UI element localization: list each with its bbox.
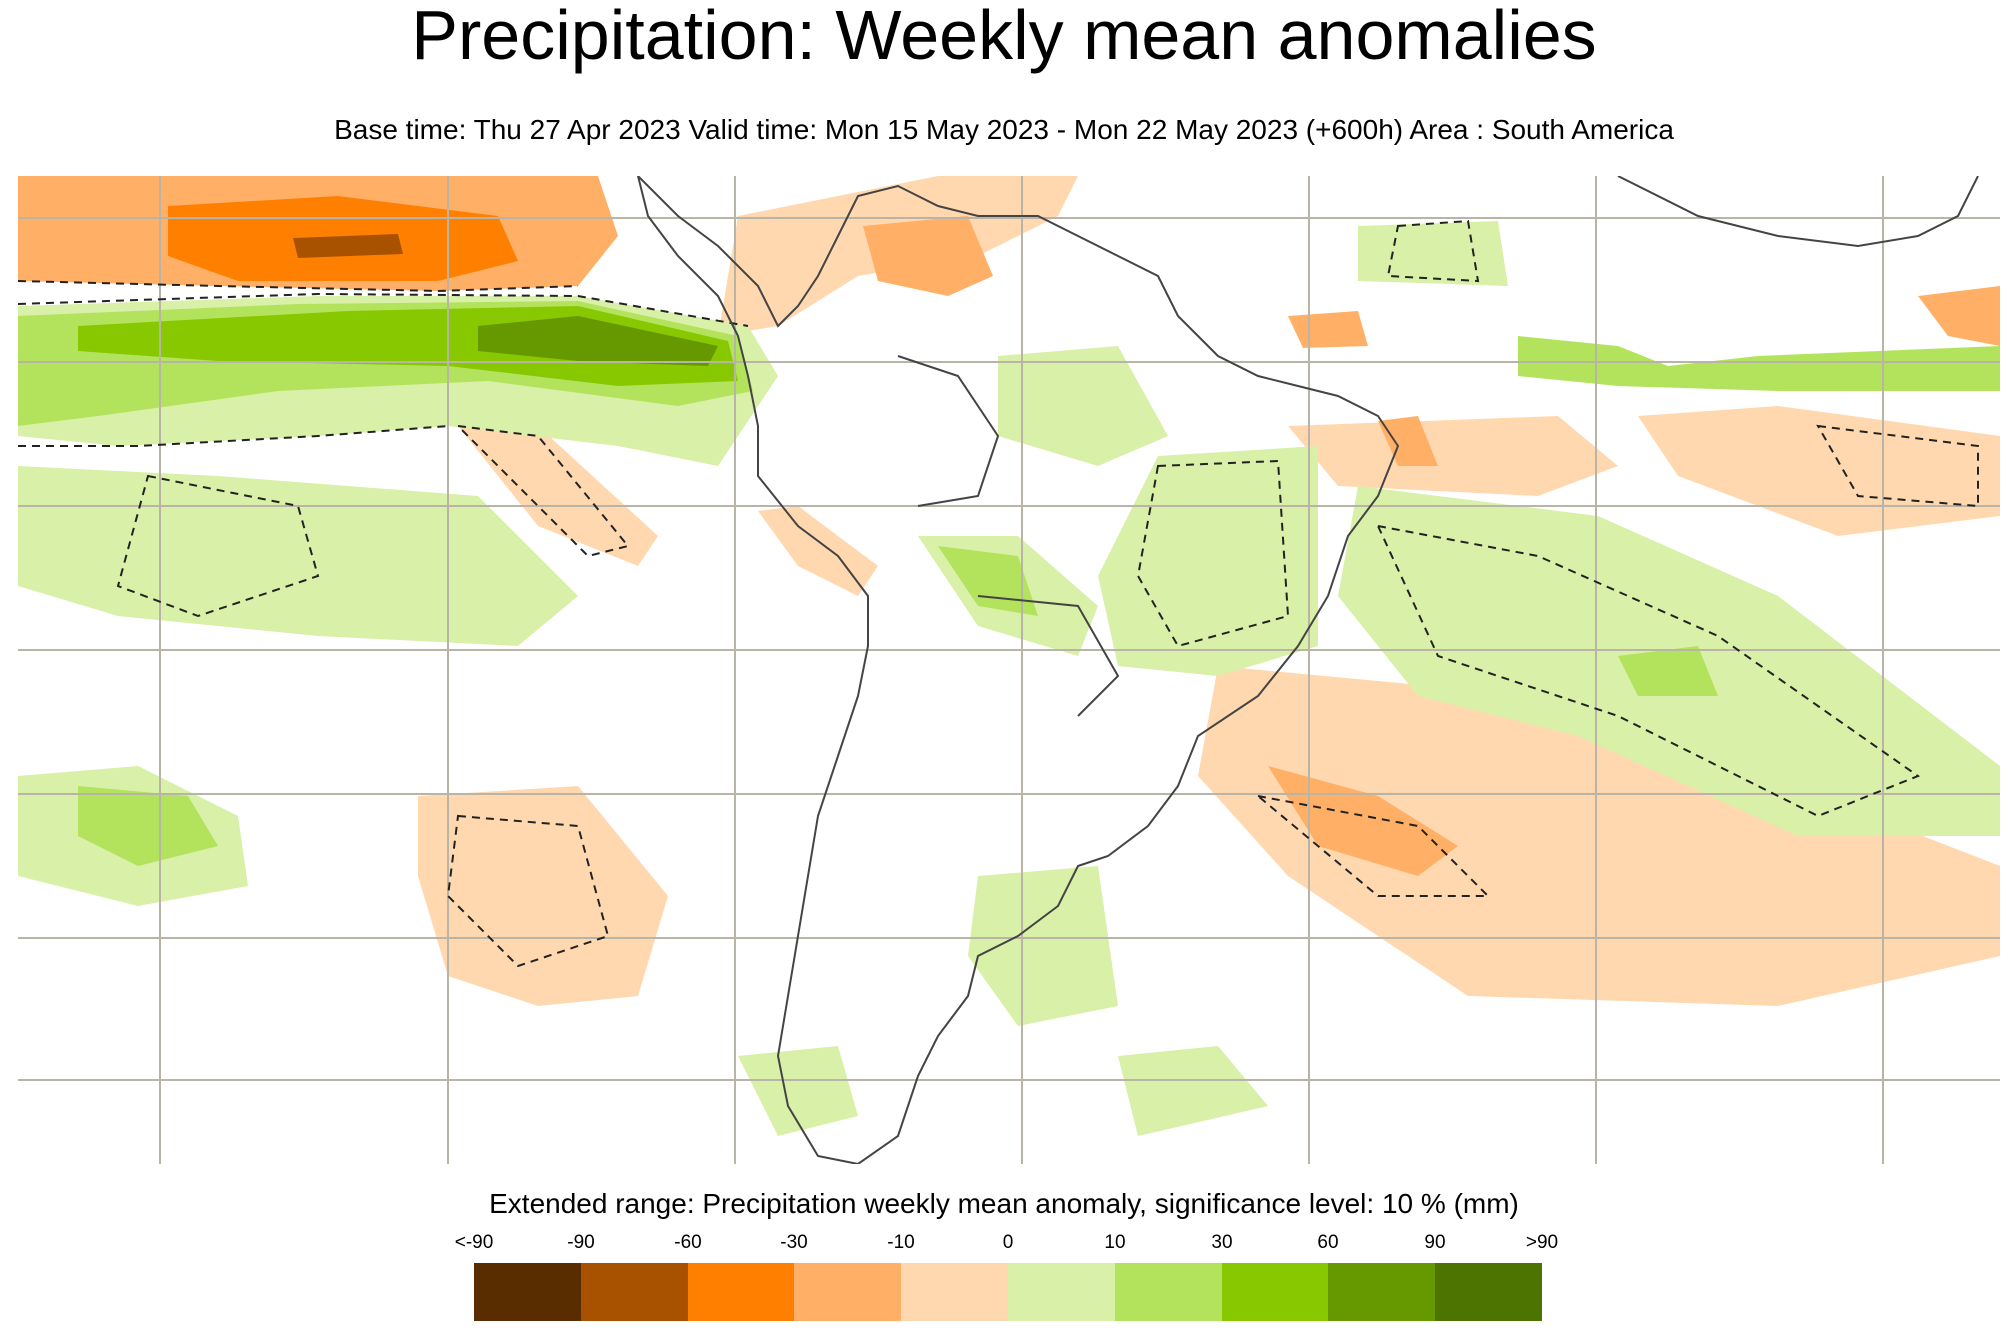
legend-swatch	[1114, 1263, 1222, 1321]
legend-label: >90	[1525, 1232, 1559, 1253]
land-outline	[636, 176, 1979, 1164]
legend-label: 60	[1317, 1232, 1339, 1253]
map-grid	[18, 176, 2000, 1164]
legend-label: 90	[1424, 1232, 1446, 1253]
page-title: Precipitation: Weekly mean anomalies	[411, 0, 1597, 74]
legend-label: -10	[887, 1232, 915, 1253]
legend-label: 30	[1211, 1232, 1233, 1253]
legend-label: -60	[674, 1232, 702, 1253]
legend-swatch	[1221, 1263, 1329, 1321]
legend-label: <-90	[454, 1232, 494, 1253]
legend-label: -90	[567, 1232, 595, 1253]
legend-swatch	[580, 1263, 688, 1321]
anomaly-map	[18, 176, 2000, 1164]
page-subtitle: Base time: Thu 27 Apr 2023 Valid time: M…	[334, 114, 1674, 145]
legend-swatch	[1007, 1263, 1115, 1321]
legend-swatch	[474, 1263, 581, 1321]
negative-anomaly-areas	[18, 176, 2000, 1006]
legend-color-bar	[474, 1263, 1542, 1321]
legend-swatch	[1435, 1263, 1542, 1321]
legend-swatch	[687, 1263, 795, 1321]
positive-anomaly-areas	[18, 221, 2000, 1136]
legend-swatch	[794, 1263, 902, 1321]
legend-label: 10	[1104, 1232, 1126, 1253]
significance-contours	[18, 219, 1979, 968]
legend-labels: <-90 -90 -60 -30 -10 0 10 30 60 90 >90	[0, 1232, 2008, 1256]
legend-label: -30	[780, 1232, 808, 1253]
legend-swatch	[1328, 1263, 1436, 1321]
legend-swatch	[901, 1263, 1008, 1321]
legend-label: 0	[1002, 1232, 1014, 1253]
legend-title: Extended range: Precipitation weekly mea…	[489, 1188, 1519, 1219]
